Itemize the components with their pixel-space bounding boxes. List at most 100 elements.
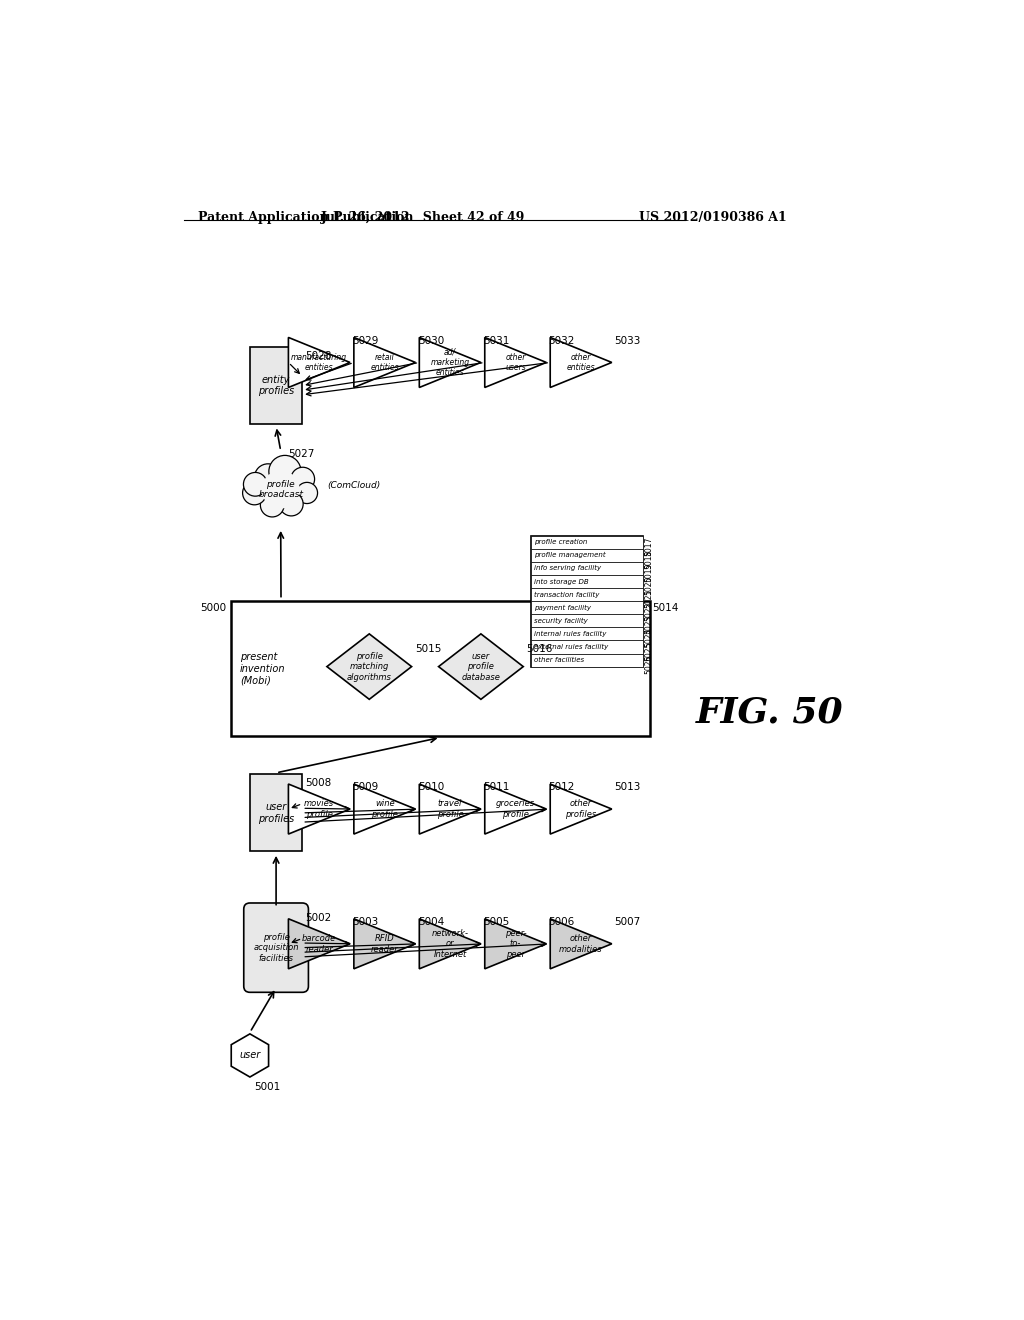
Text: 5021: 5021 bbox=[644, 589, 653, 609]
Text: entity
profiles: entity profiles bbox=[258, 375, 294, 396]
Polygon shape bbox=[484, 338, 547, 388]
Text: 5009: 5009 bbox=[352, 783, 379, 792]
Polygon shape bbox=[419, 338, 481, 388]
Text: user: user bbox=[240, 1051, 260, 1060]
Polygon shape bbox=[484, 919, 547, 969]
FancyBboxPatch shape bbox=[531, 640, 643, 653]
Polygon shape bbox=[354, 784, 416, 834]
Text: other facilities: other facilities bbox=[535, 657, 584, 663]
Text: 5027: 5027 bbox=[289, 449, 314, 459]
Polygon shape bbox=[550, 338, 611, 388]
FancyBboxPatch shape bbox=[250, 347, 302, 424]
FancyBboxPatch shape bbox=[250, 775, 302, 851]
Text: 5011: 5011 bbox=[483, 783, 510, 792]
FancyBboxPatch shape bbox=[531, 627, 643, 640]
Text: ad/
marketing
entities: ad/ marketing entities bbox=[430, 347, 470, 378]
Text: other
profiles: other profiles bbox=[565, 800, 597, 818]
Text: FIG. 50: FIG. 50 bbox=[696, 696, 844, 730]
Text: 5030: 5030 bbox=[418, 335, 444, 346]
Text: network-
or
Internet: network- or Internet bbox=[431, 929, 469, 958]
Text: profile management: profile management bbox=[535, 552, 605, 558]
FancyBboxPatch shape bbox=[230, 601, 650, 737]
Text: RFID
reader: RFID reader bbox=[371, 935, 398, 953]
Text: travel
profile: travel profile bbox=[436, 800, 464, 818]
Text: 5031: 5031 bbox=[483, 335, 510, 346]
FancyBboxPatch shape bbox=[531, 589, 643, 601]
Text: profile creation: profile creation bbox=[535, 539, 588, 545]
FancyBboxPatch shape bbox=[531, 601, 643, 614]
FancyBboxPatch shape bbox=[531, 549, 643, 562]
Text: other
modalities: other modalities bbox=[559, 935, 603, 953]
Text: 5008: 5008 bbox=[305, 779, 332, 788]
Text: profile
matching
algorithms: profile matching algorithms bbox=[347, 652, 392, 681]
Text: manufacturing
entities: manufacturing entities bbox=[291, 352, 347, 372]
FancyBboxPatch shape bbox=[531, 653, 643, 667]
Text: security facility: security facility bbox=[535, 618, 588, 624]
Polygon shape bbox=[419, 919, 481, 969]
Text: external rules facility: external rules facility bbox=[535, 644, 608, 649]
Text: 5005: 5005 bbox=[483, 917, 510, 927]
Text: other
users: other users bbox=[505, 352, 526, 372]
Text: groceries
profile: groceries profile bbox=[496, 800, 536, 818]
Text: 5023: 5023 bbox=[644, 615, 653, 635]
Text: 5025: 5025 bbox=[644, 642, 653, 660]
Text: Patent Application Publication: Patent Application Publication bbox=[199, 211, 414, 224]
Polygon shape bbox=[438, 634, 523, 700]
Text: 5032: 5032 bbox=[549, 335, 575, 346]
Circle shape bbox=[262, 470, 300, 508]
Text: wine
profile: wine profile bbox=[372, 800, 398, 818]
Circle shape bbox=[269, 455, 301, 487]
Text: 5007: 5007 bbox=[614, 917, 640, 927]
Text: 5002: 5002 bbox=[305, 913, 332, 923]
Text: 5012: 5012 bbox=[549, 783, 575, 792]
Polygon shape bbox=[327, 634, 412, 700]
Text: profile
acquisition
facilities: profile acquisition facilities bbox=[253, 933, 299, 962]
Text: 5000: 5000 bbox=[201, 603, 226, 614]
Text: 5019: 5019 bbox=[644, 562, 653, 582]
Text: into storage DB: into storage DB bbox=[535, 578, 589, 585]
Circle shape bbox=[254, 463, 282, 491]
Text: Jul. 26, 2012   Sheet 42 of 49: Jul. 26, 2012 Sheet 42 of 49 bbox=[321, 211, 525, 224]
Text: payment facility: payment facility bbox=[535, 605, 591, 611]
Text: 5022: 5022 bbox=[644, 602, 653, 622]
Text: 5017: 5017 bbox=[644, 536, 653, 556]
FancyBboxPatch shape bbox=[531, 562, 643, 576]
Text: (ComCloud): (ComCloud) bbox=[327, 482, 380, 490]
Text: barcode
reader: barcode reader bbox=[302, 935, 336, 953]
Text: 5001: 5001 bbox=[254, 1082, 280, 1093]
Text: profile
broadcast: profile broadcast bbox=[258, 479, 303, 499]
Text: 5016: 5016 bbox=[526, 644, 553, 653]
Text: 5020: 5020 bbox=[644, 576, 653, 595]
Polygon shape bbox=[231, 1034, 268, 1077]
Text: user
profiles: user profiles bbox=[258, 803, 294, 824]
Text: 5006: 5006 bbox=[549, 917, 574, 927]
Text: 5014: 5014 bbox=[652, 603, 679, 614]
Circle shape bbox=[280, 492, 303, 516]
Text: 5033: 5033 bbox=[614, 335, 640, 346]
Circle shape bbox=[243, 480, 266, 504]
Circle shape bbox=[296, 482, 317, 503]
Text: 5028: 5028 bbox=[305, 351, 332, 360]
Text: 5004: 5004 bbox=[418, 917, 444, 927]
Polygon shape bbox=[550, 784, 611, 834]
Text: US 2012/0190386 A1: US 2012/0190386 A1 bbox=[639, 211, 786, 224]
Text: 5013: 5013 bbox=[614, 783, 640, 792]
Text: 5010: 5010 bbox=[418, 783, 444, 792]
Circle shape bbox=[260, 494, 284, 517]
Polygon shape bbox=[419, 784, 481, 834]
FancyBboxPatch shape bbox=[531, 536, 643, 549]
Text: info serving facility: info serving facility bbox=[535, 565, 601, 572]
Polygon shape bbox=[354, 919, 416, 969]
FancyBboxPatch shape bbox=[531, 614, 643, 627]
Text: 5026: 5026 bbox=[644, 655, 653, 673]
Text: 5015: 5015 bbox=[415, 644, 441, 653]
Polygon shape bbox=[289, 784, 350, 834]
Text: transaction facility: transaction facility bbox=[535, 591, 599, 598]
Text: internal rules facility: internal rules facility bbox=[535, 631, 606, 638]
Polygon shape bbox=[354, 338, 416, 388]
Text: user
profile
database: user profile database bbox=[462, 652, 501, 681]
FancyBboxPatch shape bbox=[531, 576, 643, 589]
Polygon shape bbox=[484, 784, 547, 834]
Text: peer-
to-
peer: peer- to- peer bbox=[505, 929, 526, 958]
Circle shape bbox=[244, 473, 267, 496]
